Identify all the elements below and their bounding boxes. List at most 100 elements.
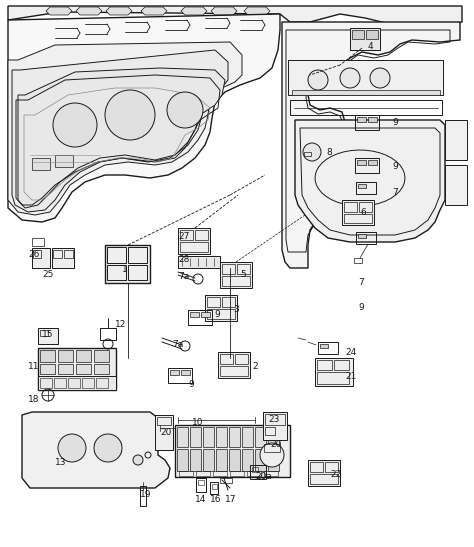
Polygon shape xyxy=(211,7,237,15)
Bar xyxy=(94,364,109,374)
Bar xyxy=(355,158,379,173)
Text: 24: 24 xyxy=(345,348,356,357)
Text: 19: 19 xyxy=(140,490,152,499)
Bar xyxy=(170,370,179,375)
Bar xyxy=(352,30,364,39)
Text: 14: 14 xyxy=(195,495,206,504)
Bar xyxy=(190,449,201,471)
Bar xyxy=(242,427,253,447)
Bar xyxy=(220,354,233,364)
Bar xyxy=(247,471,261,476)
Bar xyxy=(210,482,218,494)
Bar xyxy=(82,378,94,388)
Bar xyxy=(58,364,73,374)
Bar xyxy=(445,120,467,160)
Text: 9: 9 xyxy=(214,310,220,319)
Bar xyxy=(358,234,366,238)
Bar xyxy=(235,354,248,364)
Bar xyxy=(230,471,244,476)
Bar xyxy=(76,364,91,374)
Bar xyxy=(96,378,108,388)
Text: 16: 16 xyxy=(210,495,221,504)
Text: 13: 13 xyxy=(55,458,66,467)
Bar xyxy=(255,427,266,447)
Bar xyxy=(368,160,377,165)
Bar xyxy=(222,297,235,307)
Bar xyxy=(155,415,173,450)
Bar xyxy=(188,310,212,325)
Bar xyxy=(179,471,193,476)
Text: 8: 8 xyxy=(326,148,332,157)
Bar xyxy=(196,471,210,476)
Bar xyxy=(310,474,338,484)
Polygon shape xyxy=(244,7,270,15)
Circle shape xyxy=(133,455,143,465)
Bar xyxy=(264,444,280,452)
Bar xyxy=(325,462,338,472)
Bar xyxy=(359,202,372,212)
Polygon shape xyxy=(141,7,167,15)
Bar xyxy=(128,265,147,280)
Bar xyxy=(356,182,376,194)
Circle shape xyxy=(303,143,321,161)
Bar xyxy=(100,328,116,340)
Bar xyxy=(268,427,279,447)
Bar xyxy=(355,115,379,130)
Bar xyxy=(265,414,285,425)
Bar xyxy=(105,245,150,283)
Bar xyxy=(358,184,366,188)
Bar xyxy=(354,258,362,263)
Text: 7a: 7a xyxy=(178,272,189,281)
Text: 10: 10 xyxy=(192,418,203,427)
Bar xyxy=(38,328,58,344)
Bar xyxy=(175,425,290,477)
Text: 7a: 7a xyxy=(172,340,183,349)
Text: 23: 23 xyxy=(268,415,279,424)
Bar xyxy=(220,366,248,376)
Bar xyxy=(445,165,467,205)
Bar xyxy=(207,297,220,307)
Polygon shape xyxy=(106,7,132,15)
Bar xyxy=(229,449,240,471)
Bar xyxy=(342,200,374,225)
Bar xyxy=(344,214,372,223)
Text: 6: 6 xyxy=(360,208,366,217)
Circle shape xyxy=(370,68,390,88)
Bar xyxy=(190,427,201,447)
Text: 7: 7 xyxy=(392,188,398,197)
Text: 20: 20 xyxy=(160,428,172,437)
Bar xyxy=(40,350,55,362)
Polygon shape xyxy=(282,22,460,268)
Bar xyxy=(178,228,210,254)
Bar xyxy=(255,449,266,471)
Circle shape xyxy=(167,92,203,128)
Text: 2: 2 xyxy=(252,362,258,371)
Bar xyxy=(205,295,237,321)
Polygon shape xyxy=(18,68,225,208)
Bar xyxy=(292,90,440,95)
Bar xyxy=(310,462,323,472)
Bar xyxy=(207,309,235,319)
Text: 1: 1 xyxy=(122,265,128,274)
Circle shape xyxy=(260,443,284,467)
Polygon shape xyxy=(8,6,462,28)
Bar xyxy=(64,250,73,258)
Text: 5: 5 xyxy=(240,270,246,279)
Bar xyxy=(68,378,80,388)
Bar xyxy=(366,30,378,39)
Bar xyxy=(357,117,366,122)
Bar xyxy=(177,449,188,471)
Text: 18: 18 xyxy=(28,395,39,404)
Text: 28: 28 xyxy=(178,255,190,264)
Bar xyxy=(216,449,227,471)
Polygon shape xyxy=(8,42,242,215)
Bar xyxy=(242,449,253,471)
Bar xyxy=(54,378,66,388)
Bar xyxy=(320,344,328,348)
Bar xyxy=(195,230,208,240)
Text: 9: 9 xyxy=(188,380,194,389)
Bar xyxy=(212,484,217,489)
Text: 4: 4 xyxy=(368,42,374,51)
Bar xyxy=(40,364,55,374)
Bar xyxy=(317,360,332,370)
